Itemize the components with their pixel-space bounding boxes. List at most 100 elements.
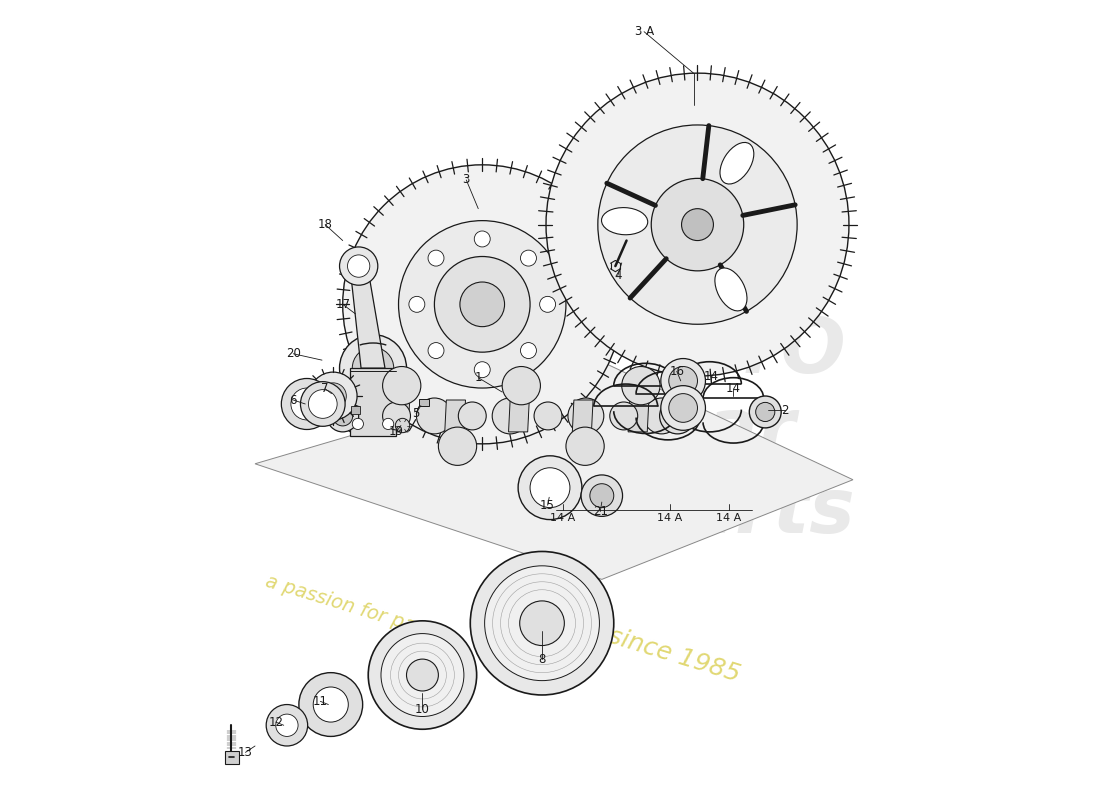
Polygon shape — [389, 400, 409, 432]
Text: 18: 18 — [318, 218, 332, 231]
Text: 13: 13 — [238, 746, 253, 759]
Circle shape — [343, 165, 622, 444]
Circle shape — [439, 427, 476, 466]
Circle shape — [398, 221, 565, 388]
Bar — [419, 399, 429, 406]
Circle shape — [540, 296, 556, 312]
Polygon shape — [508, 400, 529, 432]
Circle shape — [434, 257, 530, 352]
Circle shape — [340, 334, 407, 402]
Circle shape — [395, 418, 409, 433]
Text: 14: 14 — [704, 370, 718, 382]
Circle shape — [314, 687, 349, 722]
Circle shape — [471, 551, 614, 695]
Circle shape — [485, 566, 600, 681]
Bar — [351, 406, 361, 414]
Text: 5: 5 — [412, 407, 420, 420]
Text: 3: 3 — [463, 174, 470, 186]
Text: car: car — [661, 395, 796, 469]
Circle shape — [276, 714, 298, 737]
Text: 7: 7 — [321, 382, 329, 395]
Circle shape — [669, 366, 697, 395]
Polygon shape — [255, 362, 853, 579]
Text: 14 A: 14 A — [657, 513, 682, 523]
Text: a passion for parts: a passion for parts — [263, 572, 442, 643]
Circle shape — [660, 398, 695, 434]
Circle shape — [644, 398, 680, 434]
Circle shape — [651, 178, 744, 271]
Circle shape — [565, 427, 604, 466]
Circle shape — [352, 347, 394, 389]
Ellipse shape — [602, 207, 648, 234]
Circle shape — [535, 402, 562, 430]
Text: 4: 4 — [614, 269, 622, 282]
Circle shape — [661, 358, 705, 403]
Circle shape — [300, 382, 345, 426]
Text: 15: 15 — [540, 498, 556, 512]
Ellipse shape — [715, 268, 747, 311]
Polygon shape — [628, 400, 649, 432]
Circle shape — [409, 296, 425, 312]
Text: 19: 19 — [388, 426, 404, 438]
Text: 11: 11 — [312, 695, 328, 708]
Text: 14 A: 14 A — [550, 513, 575, 523]
Text: eurO: eurO — [638, 315, 846, 389]
Text: 17: 17 — [336, 298, 350, 311]
Circle shape — [669, 394, 697, 422]
Ellipse shape — [720, 142, 754, 184]
Circle shape — [327, 400, 359, 432]
Circle shape — [299, 673, 363, 737]
Circle shape — [266, 705, 308, 746]
Text: 8: 8 — [538, 653, 546, 666]
Text: 14 A: 14 A — [716, 513, 741, 523]
Circle shape — [518, 456, 582, 519]
Circle shape — [520, 250, 537, 266]
Circle shape — [383, 418, 394, 430]
Circle shape — [282, 378, 332, 430]
Bar — [224, 750, 239, 763]
Circle shape — [530, 468, 570, 508]
Circle shape — [348, 255, 370, 278]
Circle shape — [407, 659, 439, 691]
Circle shape — [474, 231, 491, 247]
Circle shape — [381, 634, 464, 717]
Circle shape — [609, 402, 638, 430]
Circle shape — [341, 398, 376, 434]
Circle shape — [428, 250, 444, 266]
Circle shape — [520, 342, 537, 358]
Text: since 1985: since 1985 — [606, 624, 744, 686]
Circle shape — [568, 398, 604, 434]
Circle shape — [682, 209, 714, 241]
Circle shape — [383, 366, 421, 405]
Circle shape — [546, 73, 849, 376]
Circle shape — [460, 282, 505, 326]
Circle shape — [597, 125, 798, 324]
Polygon shape — [444, 400, 465, 432]
Text: 3 A: 3 A — [635, 25, 653, 38]
Text: 14: 14 — [726, 382, 741, 395]
Circle shape — [368, 621, 476, 730]
Circle shape — [667, 405, 689, 427]
Circle shape — [340, 247, 377, 285]
Circle shape — [309, 372, 358, 420]
Circle shape — [352, 418, 363, 430]
Circle shape — [417, 398, 452, 434]
Circle shape — [492, 398, 528, 434]
Text: 20: 20 — [286, 347, 300, 360]
Circle shape — [661, 386, 705, 430]
Text: 21: 21 — [593, 505, 607, 518]
Circle shape — [749, 396, 781, 428]
Polygon shape — [350, 266, 385, 368]
Text: 1: 1 — [474, 371, 482, 384]
Circle shape — [383, 402, 410, 430]
Circle shape — [756, 402, 774, 422]
Text: 12: 12 — [268, 715, 284, 729]
Circle shape — [519, 601, 564, 646]
Circle shape — [290, 388, 322, 420]
Text: parts: parts — [629, 474, 856, 549]
Text: 16: 16 — [669, 365, 684, 378]
Circle shape — [621, 366, 660, 405]
Circle shape — [428, 342, 444, 358]
Text: 6: 6 — [289, 394, 297, 406]
Circle shape — [581, 475, 623, 516]
